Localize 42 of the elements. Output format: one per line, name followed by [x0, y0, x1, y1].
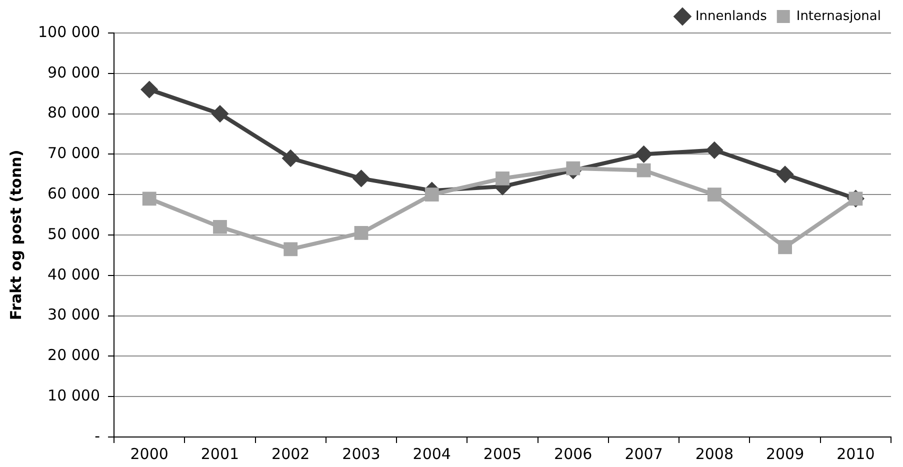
x-tick-label: 2003: [342, 444, 380, 463]
point: [636, 146, 652, 162]
y-tick-label: 50 000: [48, 224, 100, 243]
x-tick-label: 2001: [200, 444, 240, 463]
point: [353, 170, 370, 186]
y-tick-label: 10 000: [48, 386, 100, 404]
x-tick-label: 2008: [695, 444, 734, 463]
x-tick-label: 2002: [272, 444, 310, 463]
y-tick-label: 20 000: [48, 346, 100, 364]
y-tick-label: 70 000: [48, 144, 100, 162]
point: [213, 220, 227, 234]
y-tick-label: -: [94, 426, 100, 445]
point: [707, 188, 722, 202]
y-tick-label: 30 000: [48, 306, 100, 324]
x-tick-label: 2009: [766, 444, 804, 463]
point: [141, 82, 158, 98]
y-tick-label: 40 000: [48, 265, 100, 284]
x-tick-label: 2005: [483, 444, 522, 463]
point: [777, 166, 794, 182]
x-tick-label: 2010: [836, 444, 875, 463]
y-tick-label: 80 000: [48, 104, 100, 122]
point: [424, 188, 439, 202]
point: [354, 226, 368, 240]
point: [636, 163, 651, 178]
x-tick-label: 2006: [554, 444, 592, 463]
point: [706, 142, 722, 158]
x-tick-label: 2000: [130, 444, 168, 463]
point: [212, 106, 228, 122]
x-tick-label: 2004: [412, 444, 451, 463]
x-tick-label: 2007: [624, 444, 663, 463]
point: [778, 240, 792, 254]
y-axis-title: Frakt og post (tonn): [6, 150, 25, 320]
point: [496, 171, 510, 186]
point: [566, 161, 580, 176]
y-tick-label: 60 000: [48, 184, 100, 202]
y-tick-label: 90 000: [48, 63, 100, 82]
legend-label: Internasjonal: [796, 8, 882, 24]
point: [284, 242, 298, 256]
point: [282, 150, 299, 166]
y-tick-label: 100 000: [38, 22, 100, 41]
legend-label: Innenlands: [695, 8, 768, 24]
point: [142, 192, 156, 206]
